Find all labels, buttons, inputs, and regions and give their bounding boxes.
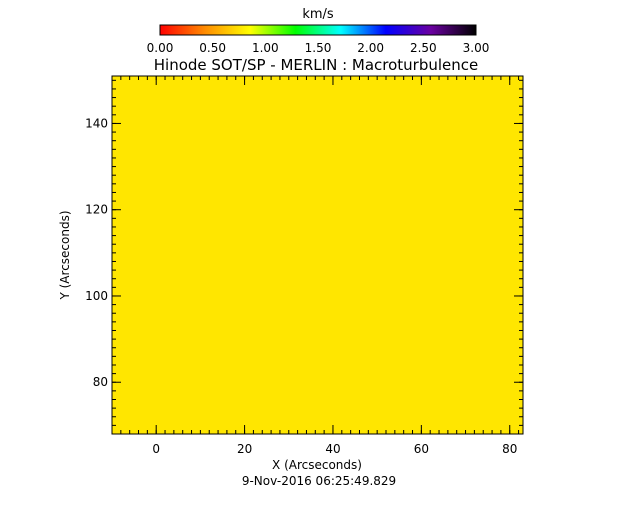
footer-timestamp: 9-Nov-2016 06:25:49.829 xyxy=(242,474,396,488)
x-tick-label: 0 xyxy=(152,442,160,456)
colorbar-tick-label: 1.50 xyxy=(305,41,332,55)
y-tick-label: 140 xyxy=(85,116,108,130)
colorbar-unit-label: km/s xyxy=(302,7,334,22)
colorbar-tick-label: 2.50 xyxy=(410,41,437,55)
y-axis-ticks: 80 100 120 140 xyxy=(85,79,523,435)
y-tick-label: 100 xyxy=(85,289,108,303)
colorbar-tick-label: 0.00 xyxy=(147,41,174,55)
colorbar-tick-label: 0.50 xyxy=(199,41,226,55)
colorbar-tick-label: 3.00 xyxy=(463,41,490,55)
x-tick-label: 40 xyxy=(325,442,340,456)
x-tick-label: 20 xyxy=(237,442,252,456)
y-axis-label: Y (Arcseconds) xyxy=(58,210,72,300)
heatmap-fill xyxy=(112,76,523,434)
colorbar-ticks: 0.00 0.50 1.00 1.50 2.00 2.50 3.00 xyxy=(147,41,490,55)
x-axis-ticks: 0 20 40 60 80 xyxy=(111,76,520,456)
x-tick-label: 60 xyxy=(414,442,429,456)
chart-title: Hinode SOT/SP - MERLIN : Macroturbulence xyxy=(154,56,479,74)
plot-frame xyxy=(111,75,524,435)
colorbar xyxy=(159,24,477,36)
y-tick-label: 80 xyxy=(93,375,108,389)
x-axis-label: X (Arcseconds) xyxy=(272,458,362,472)
colorbar-tick-label: 2.00 xyxy=(357,41,384,55)
colorbar-tick-label: 1.00 xyxy=(252,41,279,55)
y-tick-label: 120 xyxy=(85,203,108,217)
x-tick-label: 80 xyxy=(502,442,517,456)
